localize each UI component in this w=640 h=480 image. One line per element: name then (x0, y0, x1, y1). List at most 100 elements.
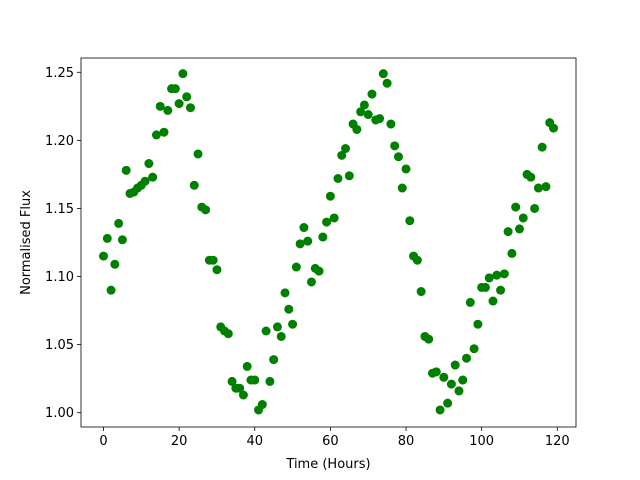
x-tick-label: 60 (322, 434, 339, 449)
point (155, 101, 165, 111)
point (269, 355, 279, 365)
point (514, 224, 524, 234)
point (393, 152, 403, 162)
point (386, 119, 396, 129)
point (454, 386, 464, 396)
point (288, 319, 298, 329)
point (443, 398, 453, 408)
point (182, 92, 192, 102)
point (549, 123, 558, 133)
x-tick-label: 0 (99, 434, 107, 449)
point (469, 344, 479, 354)
point (541, 182, 551, 192)
point (397, 183, 407, 193)
point (488, 296, 498, 306)
point (480, 282, 490, 292)
point (322, 217, 332, 227)
point (174, 99, 184, 109)
point (163, 105, 173, 115)
point (405, 216, 415, 226)
x-tick-label: 120 (545, 434, 570, 449)
point (337, 150, 347, 160)
y-tick-label: 1.25 (45, 66, 74, 81)
point (193, 149, 203, 159)
point (526, 172, 536, 182)
point (314, 266, 324, 276)
y-tick-label: 1.20 (45, 134, 74, 149)
point (110, 259, 120, 269)
point (352, 124, 362, 134)
point (465, 297, 475, 307)
point (416, 287, 426, 297)
point (359, 100, 369, 110)
point (303, 236, 313, 246)
point (511, 202, 521, 212)
point (265, 376, 275, 386)
point (473, 319, 483, 329)
point (390, 141, 400, 151)
point (329, 213, 339, 223)
point (507, 248, 517, 258)
point (284, 304, 294, 314)
x-tick-label: 80 (398, 434, 415, 449)
point (121, 165, 131, 175)
point (530, 203, 540, 213)
point (114, 218, 124, 228)
point (424, 334, 434, 344)
point (117, 235, 127, 245)
point (223, 329, 233, 339)
point (503, 227, 513, 237)
point (159, 127, 169, 137)
x-tick-label: 20 (171, 434, 188, 449)
point (382, 78, 392, 88)
point (170, 84, 180, 94)
point (356, 107, 366, 117)
point (189, 180, 199, 190)
point (435, 405, 445, 415)
point (446, 379, 456, 389)
x-axis-label: Time (Hours) (285, 457, 370, 472)
point (412, 255, 422, 265)
point (272, 322, 282, 332)
point (178, 69, 188, 79)
y-tick-label: 1.10 (45, 270, 74, 285)
x-tick-label: 100 (469, 434, 494, 449)
point (344, 171, 354, 181)
point (144, 159, 154, 169)
point (450, 360, 460, 370)
point (140, 176, 150, 186)
point (363, 110, 373, 120)
point (148, 172, 158, 182)
point (280, 288, 290, 298)
y-axis-label: Normalised Flux (19, 190, 34, 295)
point (333, 174, 343, 184)
point (458, 375, 468, 385)
point (499, 269, 509, 279)
point (492, 270, 502, 280)
point (276, 331, 286, 341)
point (242, 361, 252, 371)
point (439, 372, 449, 382)
point (212, 265, 222, 275)
y-tick-label: 1.15 (45, 202, 74, 217)
point (201, 205, 211, 215)
point (235, 383, 245, 393)
point (518, 213, 528, 223)
point (537, 142, 547, 152)
point (106, 285, 116, 295)
point (496, 285, 506, 295)
point (99, 251, 108, 261)
point (261, 326, 271, 336)
point (295, 239, 305, 249)
point (484, 273, 494, 283)
point (250, 375, 260, 385)
point (401, 164, 411, 174)
point (378, 69, 388, 79)
point (227, 376, 237, 386)
point (367, 89, 377, 99)
point (462, 353, 472, 363)
point (431, 367, 441, 377)
point (533, 183, 543, 193)
y-tick-label: 1.00 (45, 406, 74, 421)
